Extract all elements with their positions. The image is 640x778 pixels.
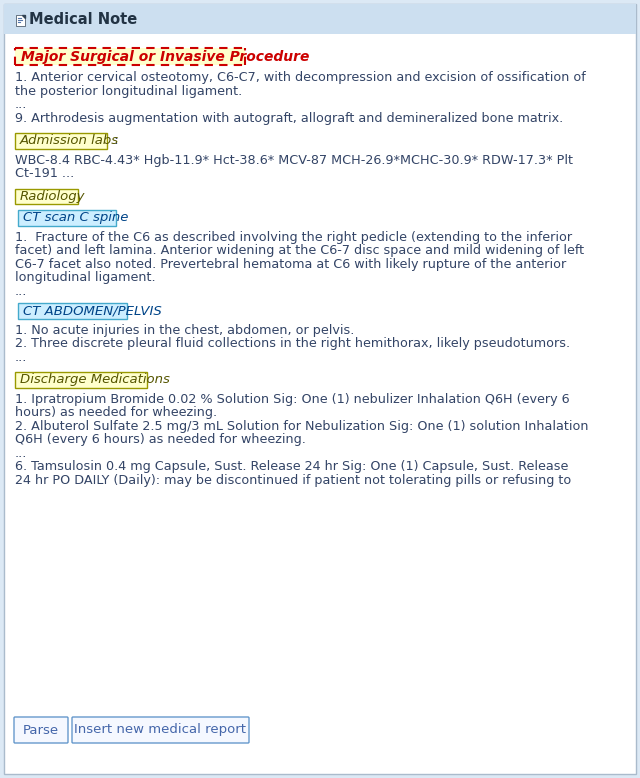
Polygon shape	[22, 15, 25, 18]
FancyBboxPatch shape	[15, 48, 245, 65]
Text: 2. Albuterol Sulfate 2.5 mg/3 mL Solution for Nebulization Sig: One (1) solution: 2. Albuterol Sulfate 2.5 mg/3 mL Solutio…	[15, 419, 589, 433]
Text: Major Surgical or Invasive Procedure: Major Surgical or Invasive Procedure	[21, 50, 309, 64]
Text: ...: ...	[15, 447, 28, 460]
FancyBboxPatch shape	[15, 188, 78, 204]
Text: CT scan C spine: CT scan C spine	[23, 212, 129, 224]
Text: C6-7 facet also noted. Prevertebral hematoma at C6 with likely rupture of the an: C6-7 facet also noted. Prevertebral hema…	[15, 258, 566, 271]
FancyBboxPatch shape	[72, 717, 249, 743]
Text: Radiology: Radiology	[20, 190, 86, 203]
FancyBboxPatch shape	[14, 717, 68, 743]
FancyBboxPatch shape	[18, 210, 115, 226]
FancyBboxPatch shape	[18, 303, 127, 318]
Text: 1. Ipratropium Bromide 0.02 % Solution Sig: One (1) nebulizer Inhalation Q6H (ev: 1. Ipratropium Bromide 0.02 % Solution S…	[15, 392, 570, 405]
Text: Admission labs: Admission labs	[20, 135, 119, 147]
FancyBboxPatch shape	[4, 4, 636, 774]
FancyBboxPatch shape	[15, 372, 147, 387]
Text: 1. No acute injuries in the chest, abdomen, or pelvis.: 1. No acute injuries in the chest, abdom…	[15, 324, 355, 337]
Text: 2. Three discrete pleural fluid collections in the right hemithorax, likely pseu: 2. Three discrete pleural fluid collecti…	[15, 337, 570, 350]
Text: 1. Anterior cervical osteotomy, C6-C7, with decompression and excision of ossifi: 1. Anterior cervical osteotomy, C6-C7, w…	[15, 71, 586, 84]
Text: 6. Tamsulosin 0.4 mg Capsule, Sust. Release 24 hr Sig: One (1) Capsule, Sust. Re: 6. Tamsulosin 0.4 mg Capsule, Sust. Rele…	[15, 460, 568, 473]
Text: Q6H (every 6 hours) as needed for wheezing.: Q6H (every 6 hours) as needed for wheezi…	[15, 433, 306, 446]
Text: :: :	[110, 135, 118, 147]
Text: WBC-8.4 RBC-4.43* Hgb-11.9* Hct-38.6* MCV-87 MCH-26.9*MCHC-30.9* RDW-17.3* Plt: WBC-8.4 RBC-4.43* Hgb-11.9* Hct-38.6* MC…	[15, 153, 573, 166]
Text: Insert new medical report: Insert new medical report	[74, 724, 246, 737]
FancyBboxPatch shape	[4, 4, 636, 34]
Text: ...: ...	[15, 98, 28, 111]
Text: CT ABDOMEN/PELVIS: CT ABDOMEN/PELVIS	[23, 304, 162, 317]
FancyBboxPatch shape	[16, 15, 25, 26]
Text: longitudinal ligament.: longitudinal ligament.	[15, 271, 156, 284]
Text: Medical Note: Medical Note	[29, 12, 137, 26]
Text: 1.  Fracture of the C6 as described involving the right pedicle (extending to th: 1. Fracture of the C6 as described invol…	[15, 230, 572, 244]
Text: Discharge Medications: Discharge Medications	[20, 373, 170, 386]
Text: Parse: Parse	[23, 724, 59, 737]
FancyBboxPatch shape	[15, 133, 107, 149]
Text: ...: ...	[15, 285, 28, 297]
Text: facet) and left lamina. Anterior widening at the C6-7 disc space and mild wideni: facet) and left lamina. Anterior widenin…	[15, 244, 584, 257]
Text: the posterior longitudinal ligament.: the posterior longitudinal ligament.	[15, 85, 243, 97]
Text: 9. Arthrodesis augmentation with autograft, allograft and demineralized bone mat: 9. Arthrodesis augmentation with autogra…	[15, 111, 563, 124]
Text: Ct-191 ...: Ct-191 ...	[15, 167, 74, 180]
Text: hours) as needed for wheezing.: hours) as needed for wheezing.	[15, 406, 217, 419]
Text: ...: ...	[15, 351, 28, 363]
Text: 24 hr PO DAILY (Daily): may be discontinued if patient not tolerating pills or r: 24 hr PO DAILY (Daily): may be discontin…	[15, 474, 572, 486]
